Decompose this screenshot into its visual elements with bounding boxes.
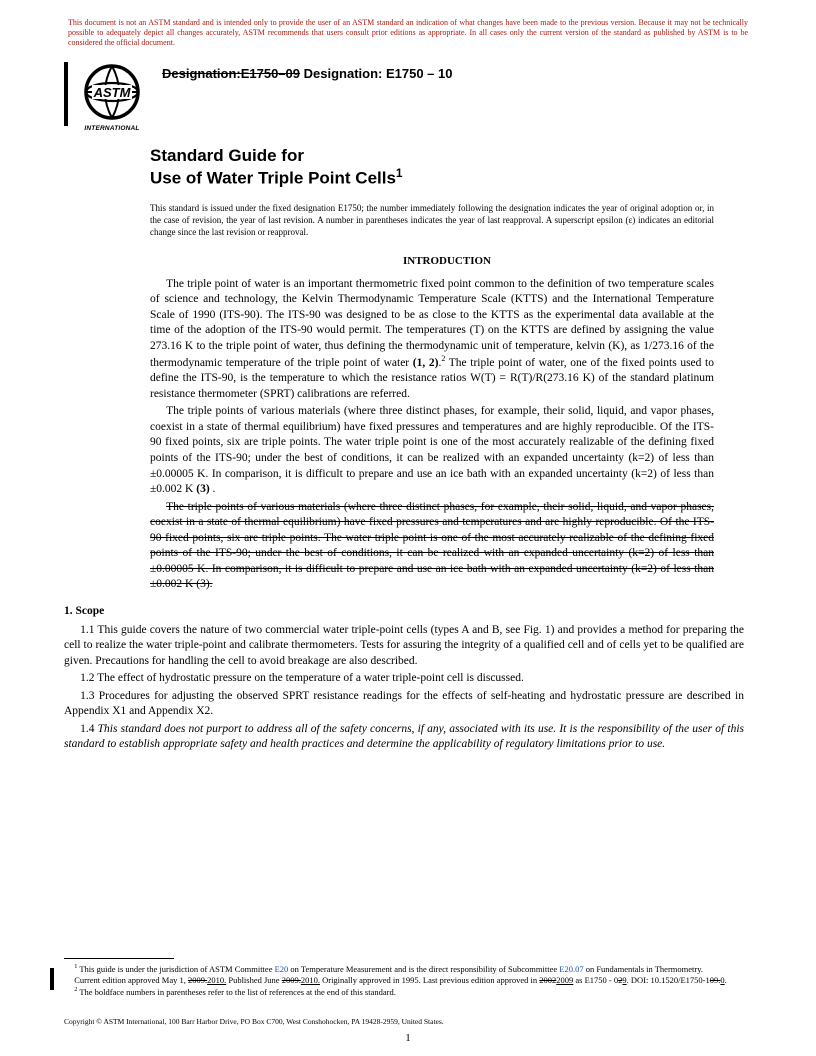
footnotes: 1 This guide is under the jurisdiction o…	[64, 958, 752, 998]
footnote-1: 1 This guide is under the jurisdiction o…	[64, 963, 752, 975]
svg-text:ASTM: ASTM	[93, 85, 132, 100]
scope-section: 1. Scope 1.1 This guide covers the natur…	[64, 605, 744, 753]
logo-label: INTERNATIONAL	[84, 125, 139, 132]
astm-logo: ASTM INTERNATIONAL	[80, 62, 144, 132]
footnote-2: 2 The boldface numbers in parentheses re…	[64, 986, 752, 998]
intro-section: The triple point of water is an importan…	[150, 277, 744, 593]
copyright: Copyright © ASTM International, 100 Barr…	[64, 1017, 444, 1026]
link-e20-07[interactable]: E20.07	[559, 964, 583, 974]
link-e20[interactable]: E20	[275, 964, 289, 974]
footnote-rule	[64, 958, 174, 959]
scope-1-3: 1.3 Procedures for adjusting the observe…	[64, 689, 744, 720]
title-line1: Standard Guide for	[150, 146, 744, 166]
title-sup: 1	[396, 166, 403, 180]
change-bar-footnote	[50, 968, 54, 990]
title-line2: Use of Water Triple Point Cells1	[150, 166, 744, 189]
designation-block: Designation:E1750–09 Designation: E1750 …	[162, 62, 752, 81]
designation-old: Designation:E1750–09	[162, 66, 300, 81]
scope-1-4: 1.4 This standard does not purport to ad…	[64, 722, 744, 753]
content: Standard Guide for Use of Water Triple P…	[64, 146, 752, 753]
page-number: 1	[405, 1032, 411, 1044]
revision-disclaimer: This document is not an ASTM standard an…	[64, 18, 752, 48]
scope-1-2: 1.2 The effect of hydrostatic pressure o…	[64, 671, 744, 687]
scope-1-1: 1.1 This guide covers the nature of two …	[64, 623, 744, 670]
intro-p2: The triple points of various materials (…	[150, 404, 744, 497]
title-block: Standard Guide for Use of Water Triple P…	[150, 146, 744, 189]
scope-heading: 1. Scope	[64, 605, 744, 617]
intro-p3-struck: The triple points of various materials (…	[150, 500, 744, 593]
change-bar	[64, 62, 68, 126]
footnote-1b: Current edition approved May 1, 2009.201…	[64, 975, 752, 986]
intro-heading: INTRODUCTION	[150, 255, 744, 267]
designation-line: Designation:E1750–09 Designation: E1750 …	[162, 66, 752, 81]
header-row: ASTM INTERNATIONAL Designation:E1750–09 …	[64, 62, 752, 132]
intro-p1: The triple point of water is an importan…	[150, 277, 744, 403]
issuance-note: This standard is issued under the fixed …	[150, 203, 744, 238]
designation-new: Designation: E1750 – 10	[304, 66, 453, 81]
